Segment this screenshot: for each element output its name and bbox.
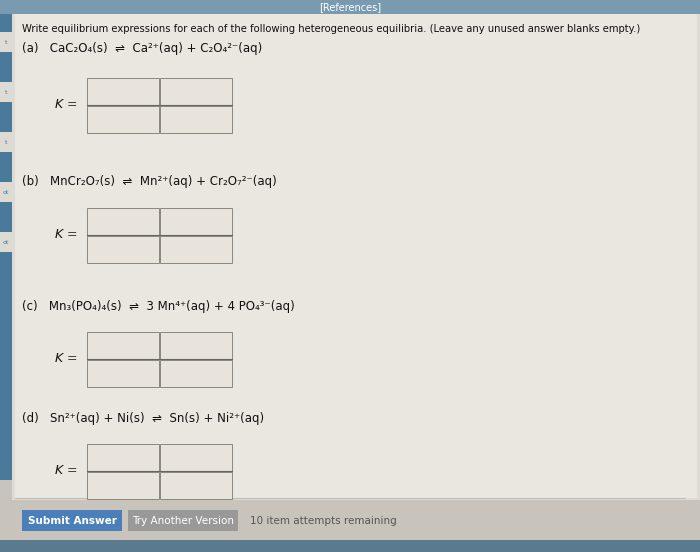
Bar	[0, 82, 12, 102]
Text: $K$ =: $K$ =	[54, 229, 77, 242]
Text: t: t	[5, 40, 7, 45]
Text: (a)   CaC₂O₄(s)  ⇌  Ca²⁺(aq) + C₂O₄²⁻(aq): (a) CaC₂O₄(s) ⇌ Ca²⁺(aq) + C₂O₄²⁻(aq)	[22, 42, 262, 55]
Bar	[0, 540, 700, 552]
Text: t: t	[5, 89, 7, 94]
Bar	[160, 78, 232, 105]
Bar	[160, 444, 232, 471]
Bar	[12, 14, 700, 500]
Bar	[15, 14, 697, 498]
Bar	[160, 106, 232, 133]
Bar	[160, 236, 232, 263]
Text: Try Another Version: Try Another Version	[132, 516, 234, 526]
Text: [References]: [References]	[319, 2, 381, 12]
Bar	[0, 0, 700, 14]
Bar	[87, 444, 159, 471]
Text: ot: ot	[3, 240, 9, 245]
Bar	[87, 78, 159, 105]
Text: (b)   MnCr₂O₇(s)  ⇌  Mn²⁺(aq) + Cr₂O₇²⁻(aq): (b) MnCr₂O₇(s) ⇌ Mn²⁺(aq) + Cr₂O₇²⁻(aq)	[22, 175, 276, 188]
Bar	[87, 472, 159, 499]
Text: Write equilibrium expressions for each of the following heterogeneous equilibria: Write equilibrium expressions for each o…	[22, 24, 640, 34]
Bar	[160, 360, 232, 387]
Bar	[160, 208, 232, 235]
Bar	[0, 132, 12, 152]
Bar	[22, 510, 122, 531]
Text: 10 item attempts remaining: 10 item attempts remaining	[250, 516, 397, 526]
Bar	[0, 32, 12, 52]
Text: (c)   Mn₃(PO₄)₄(s)  ⇌  3 Mn⁴⁺(aq) + 4 PO₄³⁻(aq): (c) Mn₃(PO₄)₄(s) ⇌ 3 Mn⁴⁺(aq) + 4 PO₄³⁻(…	[22, 300, 295, 313]
Text: ot: ot	[3, 189, 9, 194]
Bar	[0, 0, 12, 480]
Bar	[0, 182, 12, 202]
Bar	[0, 232, 12, 252]
Text: $K$ =: $K$ =	[54, 464, 77, 477]
Bar	[87, 236, 159, 263]
Text: t: t	[5, 140, 7, 145]
Text: (d)   Sn²⁺(aq) + Ni(s)  ⇌  Sn(s) + Ni²⁺(aq): (d) Sn²⁺(aq) + Ni(s) ⇌ Sn(s) + Ni²⁺(aq)	[22, 412, 264, 425]
Bar	[87, 208, 159, 235]
Bar	[160, 332, 232, 359]
Text: Submit Answer: Submit Answer	[27, 516, 116, 526]
Text: $K$ =: $K$ =	[54, 98, 77, 112]
Bar	[128, 510, 238, 531]
Bar	[160, 472, 232, 499]
Bar	[87, 332, 159, 359]
Bar	[87, 106, 159, 133]
Bar	[87, 360, 159, 387]
Text: $K$ =: $K$ =	[54, 353, 77, 365]
